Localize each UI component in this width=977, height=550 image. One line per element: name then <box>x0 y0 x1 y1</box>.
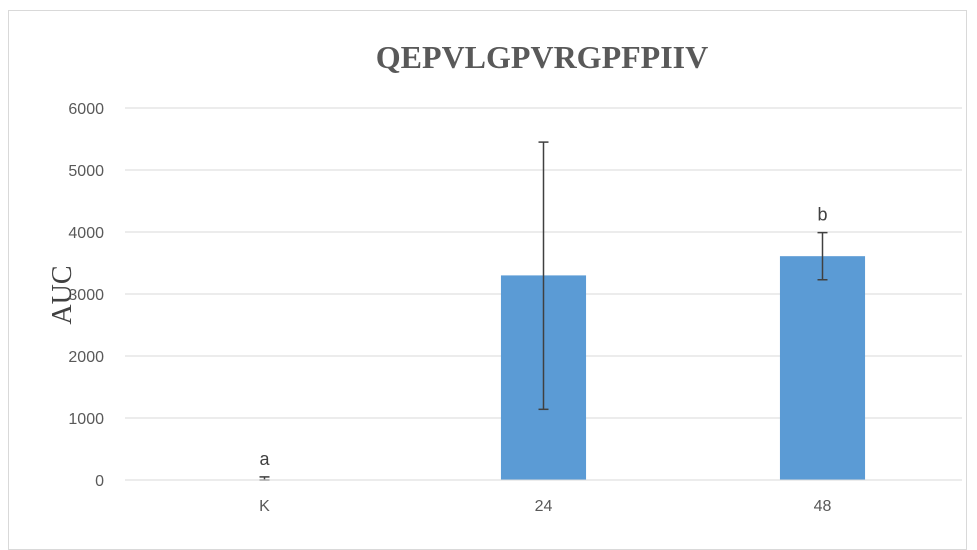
y-tick-label: 2000 <box>68 349 104 366</box>
y-tick-label: 0 <box>95 473 104 490</box>
bar-chart: QEPVLGPVRGPFPIIV AUC 0 1000 2000 3000 4000 50… <box>47 39 962 515</box>
significance-letters: ab <box>259 205 827 469</box>
x-tick-label: 48 <box>814 498 832 515</box>
y-tick-label: 3000 <box>68 287 104 304</box>
bars <box>500 256 866 480</box>
significance-letter: a <box>259 449 270 469</box>
bar <box>779 256 866 480</box>
x-tick-label: K <box>259 498 270 515</box>
y-tick-label: 4000 <box>68 225 104 242</box>
chart-title: QEPVLGPVRGPFPIIV <box>376 39 708 75</box>
y-axis-label: AUC <box>47 265 78 324</box>
error-bars <box>259 141 828 481</box>
x-axis-ticks: K 24 48 <box>259 498 831 515</box>
significance-letter: b <box>817 205 827 225</box>
y-tick-label: 5000 <box>68 163 104 180</box>
y-axis-ticks: 0 1000 2000 3000 4000 5000 6000 <box>68 101 104 490</box>
y-tick-label: 1000 <box>68 411 104 428</box>
y-tick-label: 6000 <box>68 101 104 118</box>
x-tick-label: 24 <box>535 498 553 515</box>
